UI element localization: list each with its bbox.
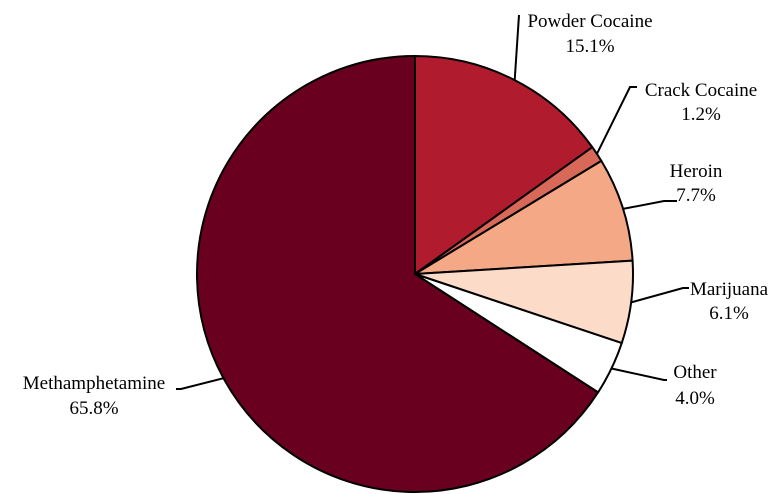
- label-value: 4.0%: [675, 388, 715, 409]
- slice-methamphetamine: [196, 55, 600, 493]
- leader-line-other: [611, 367, 667, 381]
- label-value: 65.8%: [69, 398, 118, 419]
- slice-label-methamphetamine: Methamphetamine 65.8%: [23, 373, 165, 419]
- label-name: Methamphetamine: [23, 373, 165, 394]
- slice-heroin: [414, 159, 634, 275]
- slice-label-crack-cocaine: Crack Cocaine 1.2%: [645, 80, 757, 125]
- label-name: Crack Cocaine: [645, 80, 757, 101]
- slice-powder-cocaine: [414, 55, 594, 275]
- label-value: 6.1%: [709, 303, 749, 324]
- label-value: 1.2%: [681, 104, 721, 125]
- slice-label-powder-cocaine: Powder Cocaine 15.1%: [527, 11, 652, 57]
- label-name: Powder Cocaine: [527, 11, 652, 32]
- leader-line-methamphetamine: [176, 377, 224, 390]
- leader-line-powder-cocaine: [513, 14, 520, 81]
- slice-label-other: Other 4.0%: [673, 362, 717, 409]
- label-name: Heroin: [670, 161, 723, 182]
- label-value: 15.1%: [565, 36, 614, 57]
- pie-slices: [196, 55, 634, 493]
- label-value: 7.7%: [676, 185, 716, 206]
- slice-label-heroin: Heroin 7.7%: [670, 161, 723, 206]
- leader-line-heroin: [622, 200, 677, 210]
- label-name: Other: [673, 362, 717, 383]
- label-name: Marijuana: [690, 279, 769, 300]
- leader-line-crack-cocaine: [596, 86, 637, 155]
- leader-lines: [176, 14, 689, 390]
- slice-label-marijuana: Marijuana 6.1%: [690, 279, 769, 324]
- leader-line-marijuana: [630, 287, 689, 304]
